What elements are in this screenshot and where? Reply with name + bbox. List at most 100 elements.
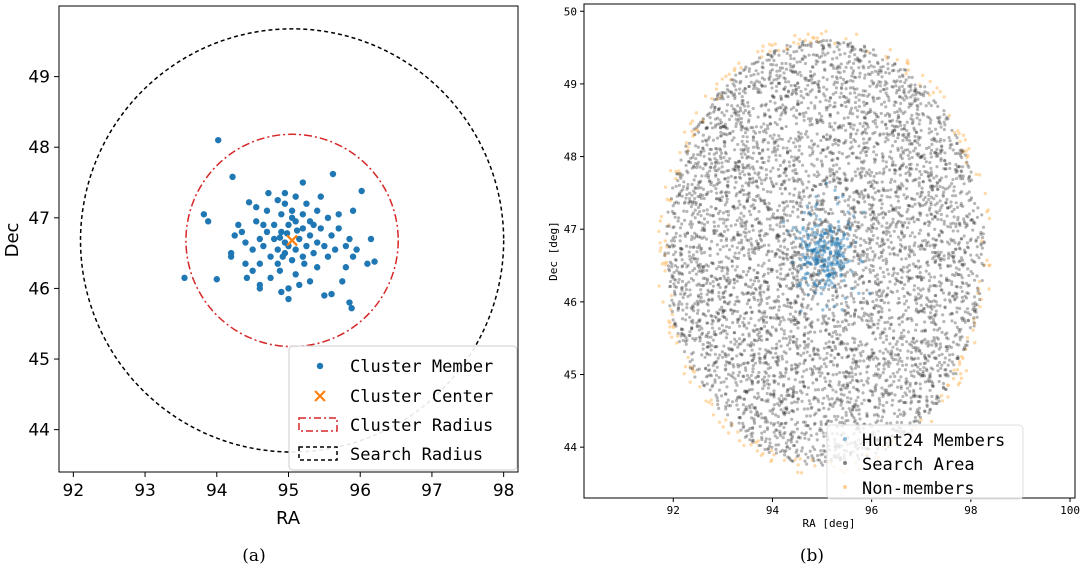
search-area-point [882,410,886,414]
search-area-point [855,56,860,60]
search-area-point [848,135,853,140]
search-area-point [780,375,785,379]
search-area-point [671,245,675,249]
search-area-point [704,193,708,197]
search-area-point [863,116,868,120]
search-area-point [868,270,873,274]
search-area-point [798,195,802,199]
search-area-point [948,300,952,304]
search-area-point [903,233,907,238]
search-area-point [733,389,738,393]
search-area-point [891,207,895,211]
cluster-member-point [267,274,274,282]
search-area-point [928,375,932,379]
search-area-point [700,221,704,225]
search-area-point [900,337,904,341]
search-area-point [848,109,853,113]
search-area-point [780,262,784,266]
search-area-point [854,360,858,364]
search-area-point [908,139,912,143]
search-area-point [955,306,959,310]
search-area-point [867,356,872,360]
non-member-point [796,42,801,46]
search-area-point [901,138,905,143]
search-area-point [851,322,855,326]
search-area-point [957,267,961,272]
search-area-point [765,217,769,221]
non-member-point [844,37,848,41]
search-area-point [872,99,876,103]
search-area-point [881,155,885,160]
search-area-point [752,352,757,357]
search-area-point [810,454,814,458]
search-area-point [801,190,805,194]
search-area-point [733,168,737,173]
search-area-point [873,389,878,393]
search-area-point [798,362,802,366]
cluster-member-point [281,189,289,197]
search-area-point [794,84,798,88]
search-area-point [711,291,715,295]
search-area-point [781,179,785,184]
search-area-point [860,274,864,278]
search-area-point [956,354,960,359]
search-area-point [834,274,839,278]
search-area-point [684,287,689,292]
search-area-point [843,386,847,390]
search-area-point [857,156,862,160]
search-area-point [893,190,898,194]
search-area-point [890,124,894,128]
search-area-point [787,393,791,397]
search-area-point [716,252,720,256]
search-area-point [730,312,735,316]
search-area-point [835,364,839,368]
search-area-point [851,207,855,212]
search-area-point [940,231,945,235]
search-area-point [688,197,692,201]
search-area-point [933,341,937,345]
non-member-point [710,96,714,101]
search-area-point [871,119,875,124]
search-area-point [795,454,799,459]
search-area-point [857,408,861,412]
search-area-point [676,178,680,183]
non-member-point [657,284,661,288]
search-area-point [872,65,876,69]
search-area-point [713,97,717,102]
search-area-point [737,160,741,164]
search-area-point [835,80,840,85]
search-area-point [781,384,786,388]
search-area-point [804,452,808,456]
search-area-point [735,309,740,314]
non-member-point [938,90,942,94]
non-member-point [973,341,977,345]
cluster-member-point [346,235,353,243]
search-area-point [853,53,857,57]
search-area-point [905,138,909,142]
search-area-point [721,97,725,101]
search-area-point [804,281,809,285]
search-area-point [814,59,818,63]
search-area-point [893,139,897,144]
search-area-point [755,140,759,144]
search-area-point [805,368,809,372]
search-area-point [868,107,872,112]
search-area-point [851,127,855,131]
search-area-point [789,320,793,324]
search-area-point [889,383,894,387]
search-area-point [914,264,918,268]
search-area-point [738,395,742,399]
search-area-point [912,420,916,424]
search-area-point [900,214,904,218]
search-area-point [875,293,879,297]
search-area-point [820,118,824,123]
search-area-point [782,87,786,91]
search-area-point [776,232,780,236]
search-area-point [771,268,775,272]
search-area-point [852,314,857,318]
search-area-point [782,181,786,185]
search-area-point [953,291,957,295]
search-area-point [962,234,966,238]
search-area-point [720,323,725,328]
search-area-point [721,295,725,299]
